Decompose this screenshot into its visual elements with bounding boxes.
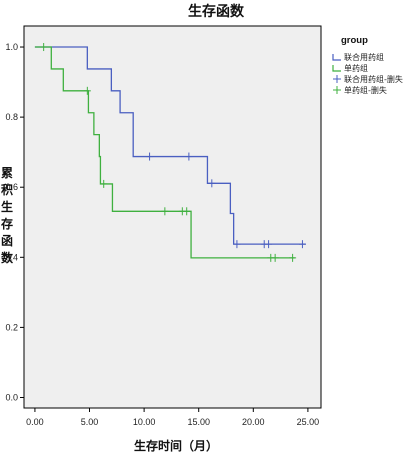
- censor-mark: [161, 207, 169, 216]
- y-axis-title-char: 数: [1, 250, 14, 265]
- legend-entry-label: 单药组: [344, 63, 368, 73]
- y-tick-label: 0.8: [5, 112, 18, 122]
- y-axis-ticks: 0.0 0.2 0.4 0.6 0.8 1.0: [5, 42, 24, 402]
- censor-mark: [265, 240, 273, 249]
- survival-curve: [34, 46, 295, 259]
- censor-mark: [83, 86, 91, 95]
- censor-mark: [40, 43, 48, 52]
- censor-mark: [208, 179, 216, 188]
- x-tick-label: 0.00: [26, 417, 44, 427]
- y-tick-label: 0.6: [5, 182, 18, 192]
- legend-step-swatch: [332, 54, 341, 61]
- y-tick-label: 0.2: [5, 322, 18, 332]
- y-axis-title-char: 函: [1, 234, 13, 248]
- y-tick-label: 0.4: [5, 252, 18, 262]
- y-tick-label: 1.0: [5, 42, 18, 52]
- censor-mark: [183, 207, 191, 216]
- legend-entry-label: 联合用药组-删失: [344, 74, 403, 84]
- legend-title: group: [341, 35, 368, 46]
- censor-mark: [289, 253, 297, 262]
- chart-title: 生存函数: [188, 3, 245, 20]
- censor-mark: [185, 152, 193, 161]
- censor-mark: [271, 253, 279, 262]
- x-tick-label: 25.00: [297, 417, 320, 427]
- y-axis-title-char: 积: [1, 182, 13, 197]
- x-tick-label: 10.00: [133, 417, 156, 427]
- y-axis-title-char: 生: [1, 199, 13, 214]
- x-axis-ticks: 0.00 5.00 10.00 15.00 20.00 25.00: [26, 408, 319, 427]
- y-tick-label: 0.0: [5, 392, 18, 402]
- y-axis-title-char: 存: [0, 216, 13, 231]
- x-tick-label: 20.00: [242, 417, 265, 427]
- legend-entry-label: 联合用药组: [344, 52, 384, 62]
- censor-mark: [146, 152, 154, 161]
- series-layer: [34, 43, 306, 262]
- legend-entry-label: 单药组-删失: [344, 85, 387, 95]
- censor-mark: [298, 240, 306, 249]
- legend-step-swatch: [332, 65, 341, 72]
- plot-area: [23, 25, 322, 409]
- x-axis-title: 生存时间（月）: [134, 438, 218, 453]
- x-tick-label: 15.00: [187, 417, 210, 427]
- x-tick-label: 5.00: [81, 417, 99, 427]
- censor-mark: [100, 179, 108, 188]
- censor-mark: [233, 240, 241, 249]
- survival-curve: [34, 46, 306, 245]
- y-axis-title-char: 累: [1, 166, 13, 180]
